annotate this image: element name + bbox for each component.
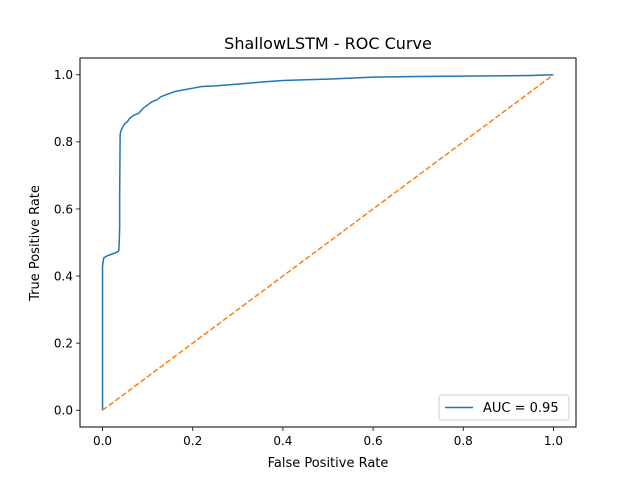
legend: AUC = 0.95 bbox=[438, 394, 570, 421]
x-tick-label: 0.4 bbox=[273, 434, 292, 448]
x-tick-label: 0.0 bbox=[93, 434, 112, 448]
x-tick-label: 0.8 bbox=[454, 434, 473, 448]
x-tick-label: 0.2 bbox=[183, 434, 202, 448]
y-axis-ticks: 0.0 0.2 0.4 0.6 0.8 1.0 bbox=[54, 68, 80, 418]
x-axis-ticks: 0.0 0.2 0.4 0.6 0.8 1.0 bbox=[93, 427, 563, 448]
roc-curve-line bbox=[101, 74, 554, 411]
x-tick-label: 1.0 bbox=[544, 434, 563, 448]
y-tick-label: 0.8 bbox=[54, 135, 73, 149]
legend-box bbox=[438, 394, 570, 421]
y-tick-label: 0.2 bbox=[54, 336, 73, 350]
y-tick-label: 0.0 bbox=[54, 404, 73, 418]
x-axis-label: False Positive Rate bbox=[268, 456, 389, 471]
chance-diagonal-line bbox=[102, 74, 554, 411]
plot-lines bbox=[101, 74, 554, 411]
y-tick-label: 1.0 bbox=[54, 68, 73, 82]
y-tick-label: 0.4 bbox=[54, 269, 73, 283]
legend-label: AUC = 0.95 bbox=[483, 401, 559, 416]
y-tick-label: 0.6 bbox=[54, 202, 73, 216]
y-axis-label: True Positive Rate bbox=[28, 185, 43, 302]
x-tick-label: 0.6 bbox=[364, 434, 383, 448]
chart-title: ShallowLSTM - ROC Curve bbox=[224, 34, 432, 53]
plot-frame bbox=[79, 57, 577, 428]
